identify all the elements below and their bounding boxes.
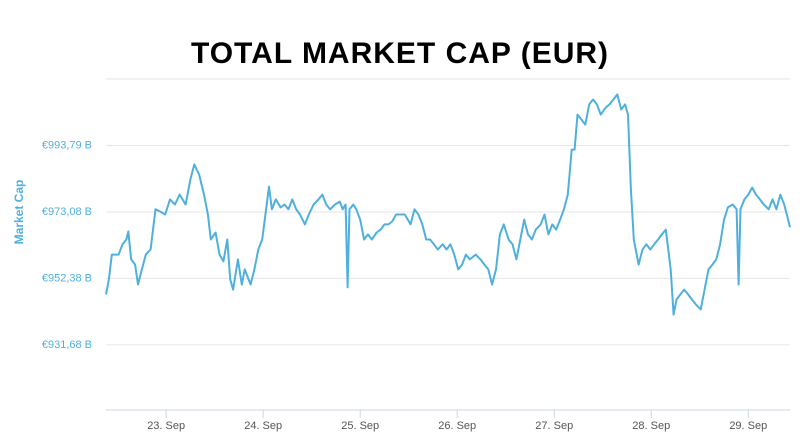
x-tick-label: 27. Sep [535, 420, 573, 432]
x-tick-label: 25. Sep [341, 420, 379, 432]
x-tick-label: 26. Sep [438, 420, 476, 432]
y-tick-label: €952,38 B [42, 272, 92, 284]
x-tick-label: 28. Sep [632, 420, 670, 432]
chart-title: TOTAL MARKET CAP (EUR) [191, 37, 609, 70]
y-tick-label: €993,79 B [42, 139, 92, 151]
y-axis-label: Market Cap [12, 180, 26, 245]
x-tick-label: 29. Sep [729, 420, 767, 432]
line [105, 93, 791, 316]
x-tick-label: 24. Sep [244, 420, 282, 432]
y-tick-label: €931,68 B [42, 339, 92, 351]
y-tick-label: €973,08 B [42, 206, 92, 218]
x-tick-label: 23. Sep [147, 420, 185, 432]
